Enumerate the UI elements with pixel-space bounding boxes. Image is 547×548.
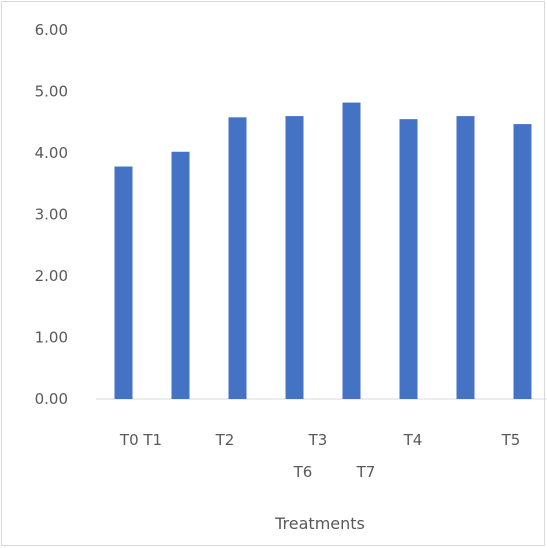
bar (228, 117, 247, 399)
y-tick-label: 2.00 (35, 267, 68, 285)
x-category-label: T3 (308, 431, 328, 449)
x-category-label: T6 (293, 463, 313, 481)
bar (342, 102, 361, 399)
y-tick-label: 6.00 (35, 21, 68, 39)
x-category-label: T0 T1 (119, 431, 162, 449)
x-category-label: T4 (403, 431, 423, 449)
bars (114, 102, 532, 400)
bar (114, 166, 133, 399)
y-tick-label: 3.00 (35, 206, 68, 224)
bar (285, 116, 304, 399)
y-tick-label: 1.00 (35, 329, 68, 347)
bar (399, 119, 418, 400)
bar (513, 124, 532, 399)
y-tick-label: 0.00 (35, 390, 68, 408)
x-category-label: T7 (356, 463, 376, 481)
x-axis-title: Treatments (274, 514, 365, 533)
x-category-label: T5 (501, 431, 521, 449)
y-tick-label: 4.00 (35, 144, 68, 162)
x-axis-category-labels: T0 T1 T2 T3 T4 T5 T6 T7 (119, 431, 520, 481)
x-category-label: T2 (215, 431, 235, 449)
y-axis-ticks: 0.00 1.00 2.00 3.00 4.00 5.00 6.00 (35, 21, 68, 408)
bar (171, 151, 190, 399)
bar (456, 116, 475, 399)
y-tick-label: 5.00 (35, 83, 68, 101)
